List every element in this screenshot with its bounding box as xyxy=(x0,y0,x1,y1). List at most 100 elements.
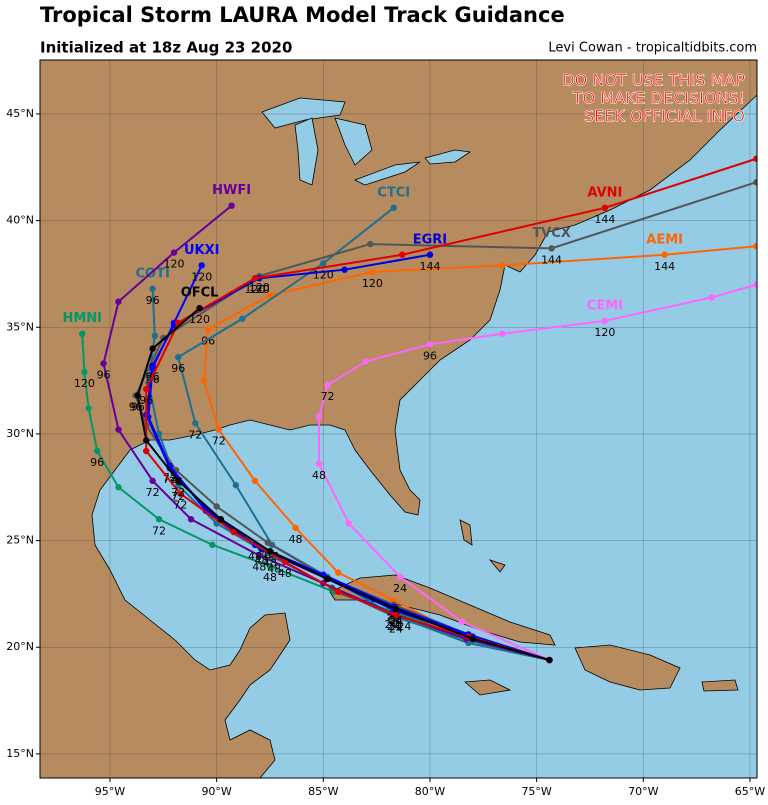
track-point xyxy=(213,503,220,510)
hour-label: 120 xyxy=(163,258,184,271)
map-frame xyxy=(39,59,758,779)
credit: Levi Cowan - tropicaltidbits.com xyxy=(548,41,757,56)
track: 24 48 72 96 120 144 AVNI xyxy=(139,155,757,664)
model-name: OFCL xyxy=(181,286,219,301)
hour-label: 24 xyxy=(387,620,401,633)
hour-label: 72 xyxy=(171,486,185,499)
hour-label: 120 xyxy=(191,270,212,283)
x-tick-label: 65°W xyxy=(735,785,765,798)
track-point xyxy=(345,520,353,527)
track-point xyxy=(266,562,274,570)
track-point xyxy=(315,413,323,421)
model-name: AVNI xyxy=(587,185,622,200)
track-point xyxy=(85,405,92,412)
y-tick-label: 25°N xyxy=(6,534,34,547)
y-tick-label: 15°N xyxy=(6,747,34,760)
track-line xyxy=(81,333,550,662)
y-tick-label: 35°N xyxy=(6,320,34,333)
hour-label: 48 xyxy=(312,469,326,482)
hour-label: 144 xyxy=(541,253,562,266)
track-point xyxy=(426,341,434,348)
hour-label: 48 xyxy=(289,533,303,546)
y-tick-label: 40°N xyxy=(6,214,34,227)
hour-label: 96 xyxy=(97,369,111,382)
x-tick-label: 90°W xyxy=(201,785,231,798)
track-point xyxy=(601,204,609,212)
hour-label: 48 xyxy=(254,554,268,567)
lake-superior xyxy=(261,97,346,129)
hour-label: 96 xyxy=(131,401,145,414)
track-point xyxy=(196,304,203,312)
track-point xyxy=(256,552,263,559)
hour-label: 72 xyxy=(146,486,160,499)
hour-label: 48 xyxy=(248,550,262,563)
y-tick-label: 45°N xyxy=(6,107,34,120)
hour-label: 96 xyxy=(423,349,437,362)
hour-label: 120 xyxy=(245,283,266,296)
lake-erie xyxy=(354,161,421,186)
track-point xyxy=(335,588,342,595)
track-point xyxy=(187,516,195,523)
track-point xyxy=(251,275,259,282)
y-tick-label: 30°N xyxy=(6,427,34,440)
hour-label: 72 xyxy=(173,499,187,512)
track-point xyxy=(143,437,150,444)
y-tick-label: 20°N xyxy=(6,640,34,653)
model-name: COTI xyxy=(135,266,169,281)
track-point xyxy=(369,268,376,276)
puerto-rico xyxy=(701,679,739,692)
track-point xyxy=(392,605,400,613)
model-name: HWFI xyxy=(212,183,251,198)
track-point xyxy=(753,281,757,288)
track-point xyxy=(367,240,374,248)
track-point xyxy=(335,569,342,576)
hour-label: 96 xyxy=(171,362,185,375)
track-point xyxy=(115,298,122,305)
track-point xyxy=(320,260,327,267)
track-point xyxy=(292,524,299,531)
track-point xyxy=(143,385,150,393)
track-point xyxy=(204,326,212,333)
track-point xyxy=(390,204,397,212)
title: Tropical Storm LAURA Model Track Guidanc… xyxy=(40,3,565,27)
track-point xyxy=(239,315,246,322)
track-point xyxy=(175,477,182,485)
hour-label: 120 xyxy=(362,277,383,290)
hour-label: 96 xyxy=(139,394,153,407)
track-point xyxy=(458,618,466,625)
warning: DO NOT USE THIS MAP TO MAKE DECISIONS! S… xyxy=(562,70,746,126)
track-point xyxy=(134,392,141,399)
x-tick-label: 85°W xyxy=(308,785,338,798)
hour-label: 72 xyxy=(188,428,202,441)
hour-label: 96 xyxy=(90,456,104,469)
track-point xyxy=(79,330,86,337)
hour-label: 24 xyxy=(389,622,403,635)
track-point xyxy=(266,292,274,299)
hour-label: 24 xyxy=(393,582,407,595)
x-tick-label: 75°W xyxy=(521,785,551,798)
track-point xyxy=(232,481,240,489)
track-point xyxy=(175,353,182,361)
jamaica xyxy=(464,679,512,696)
track-point xyxy=(661,251,668,258)
warning-line: DO NOT USE THIS MAP xyxy=(562,71,745,90)
track-point xyxy=(177,490,184,497)
track: 24 48 72 96 120 144 AEMI xyxy=(200,232,757,664)
hour-label: 72 xyxy=(152,524,166,537)
track-point xyxy=(499,262,506,269)
track-point xyxy=(81,368,88,376)
hour-label: 72 xyxy=(212,435,226,448)
track: 24 48 72 96 120 OFCL xyxy=(131,286,553,664)
track-point xyxy=(399,251,406,258)
hour-label: 96 xyxy=(146,294,160,307)
track-point xyxy=(708,294,715,301)
track-point xyxy=(93,447,101,455)
hour-label: 144 xyxy=(594,213,615,226)
hour-label: 120 xyxy=(74,377,95,390)
track-point xyxy=(362,358,370,365)
track-point xyxy=(230,528,237,536)
hour-label: 24 xyxy=(385,618,399,631)
model-name: HMNI xyxy=(62,311,102,326)
track-point xyxy=(192,420,199,427)
